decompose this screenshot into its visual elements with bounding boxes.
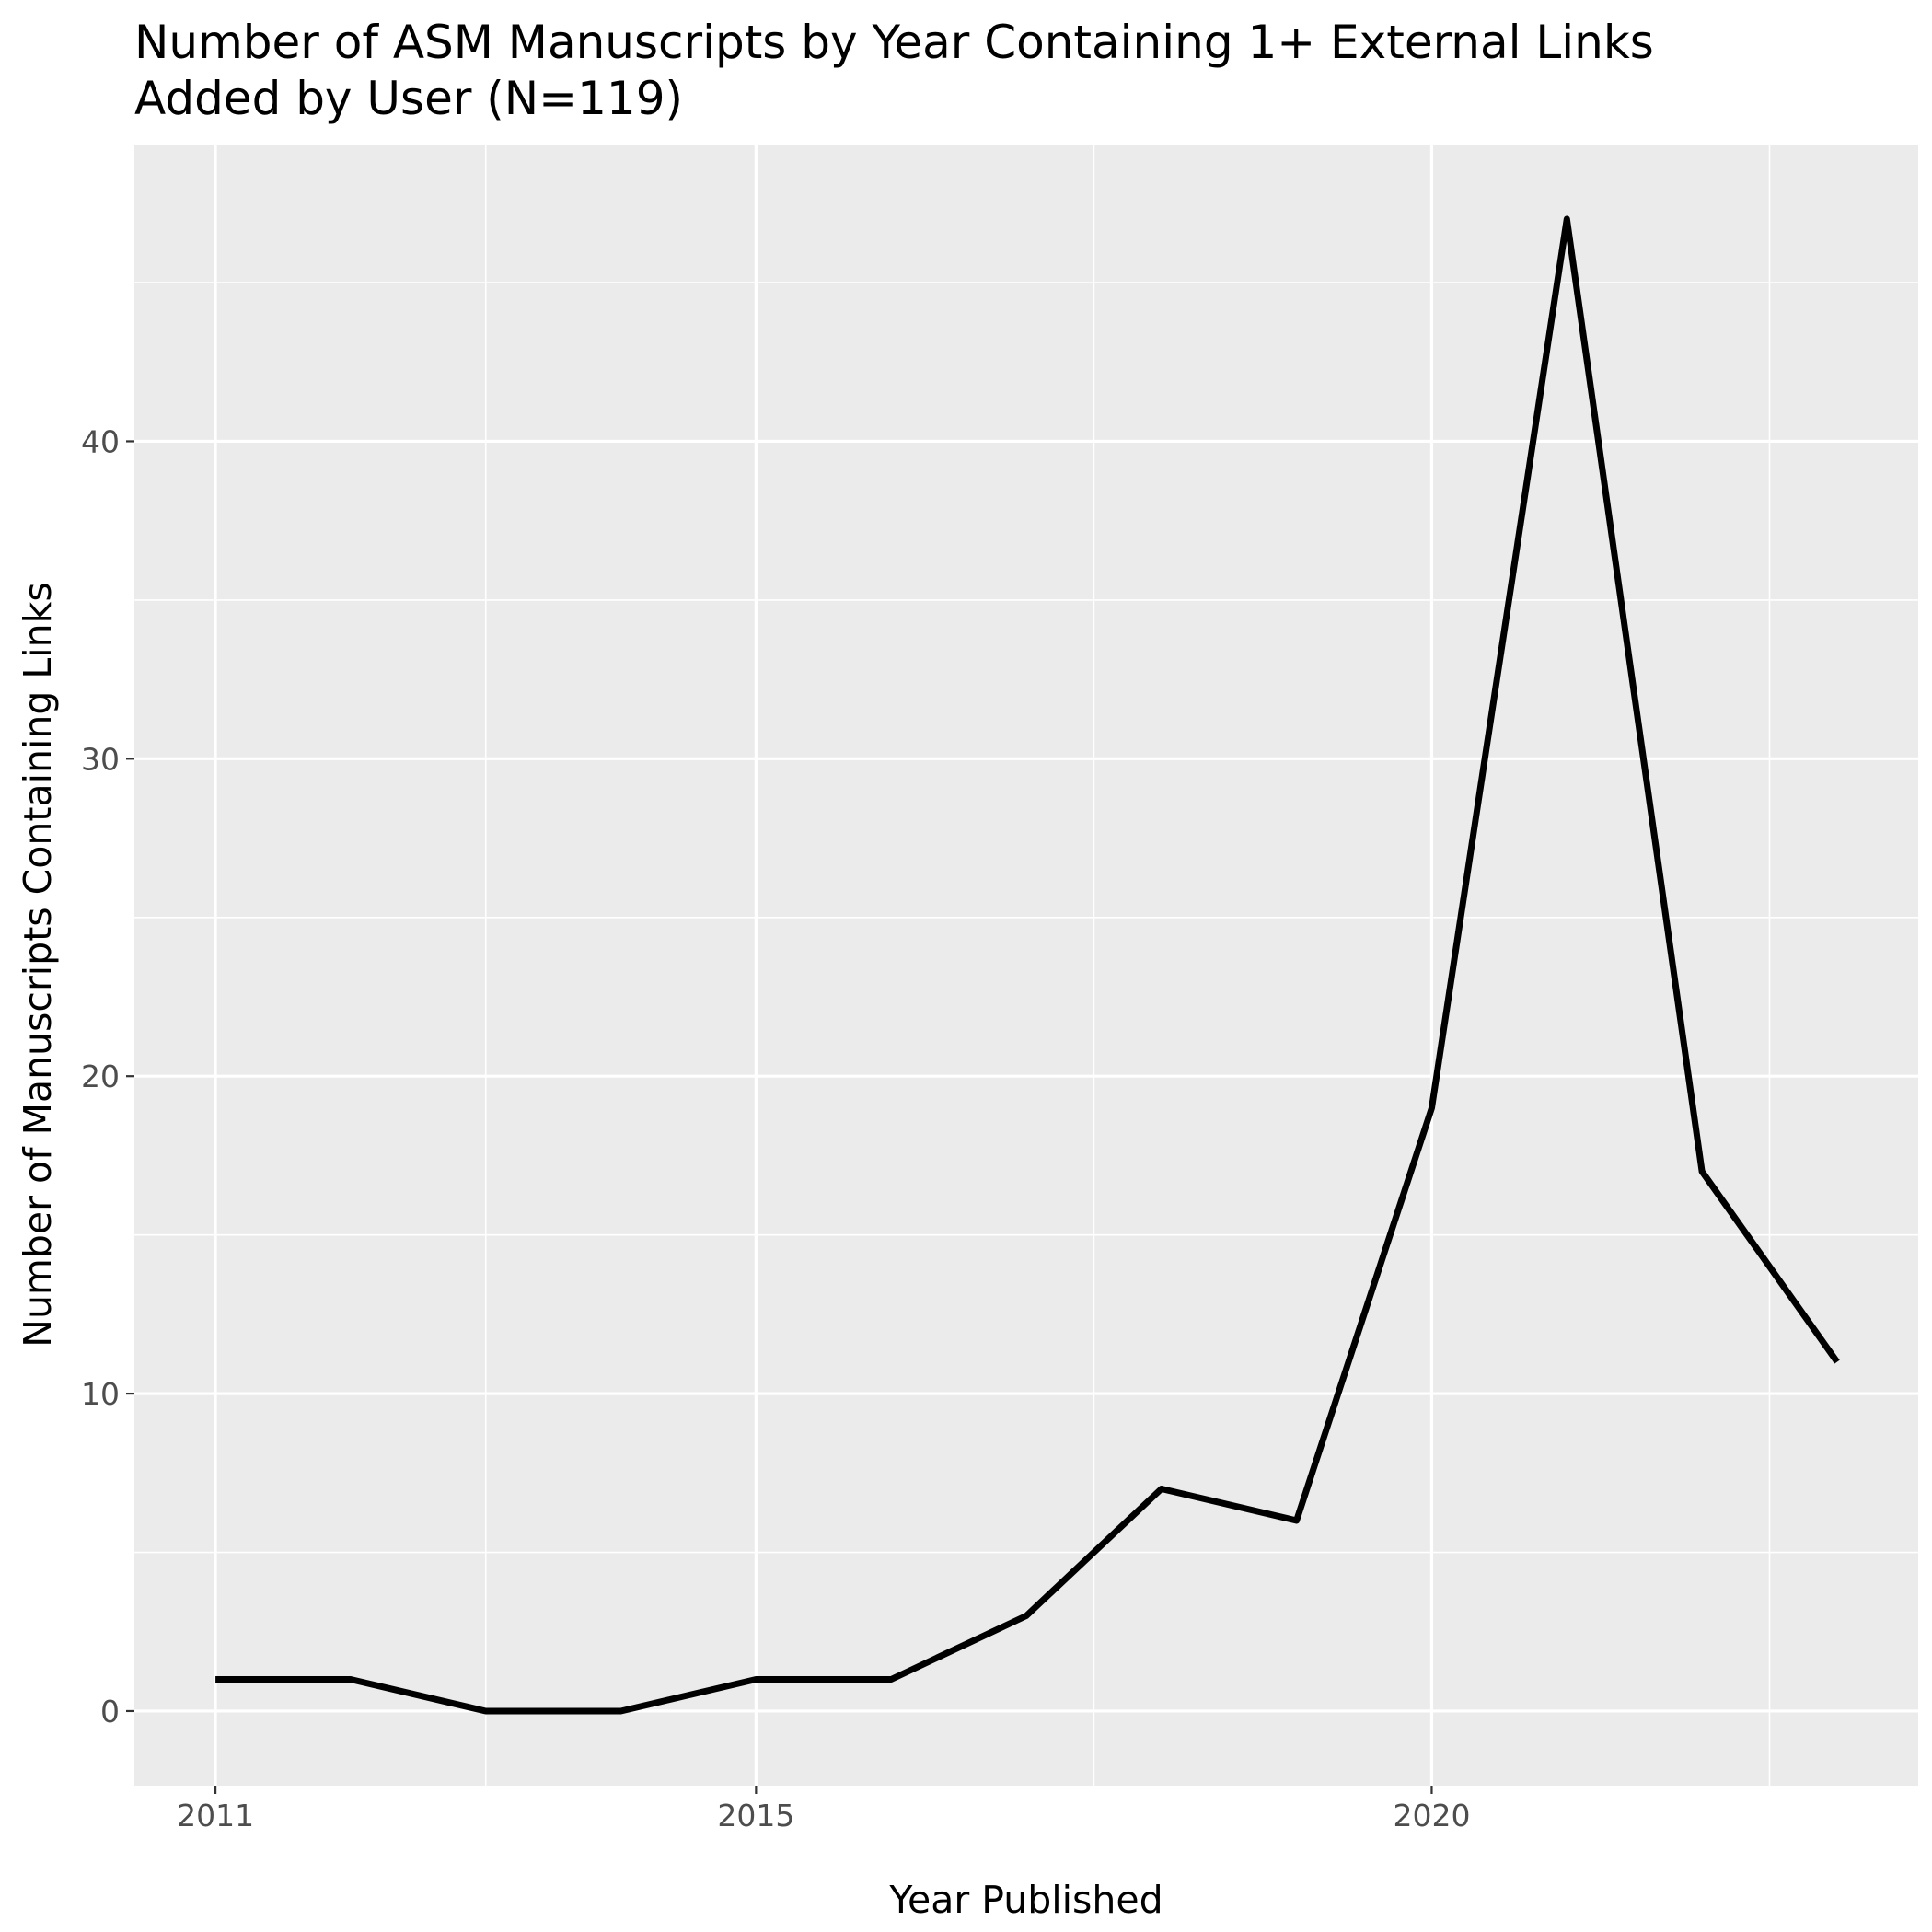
minor-gridlines (134, 145, 1918, 1786)
chart-subtitle: Added by User (N=119) (134, 72, 683, 125)
x-tick-label: 2011 (177, 1798, 254, 1834)
x-tick-label: 2015 (717, 1798, 794, 1834)
y-tick-label: 10 (81, 1376, 120, 1412)
x-tick-label: 2020 (1393, 1798, 1470, 1834)
major-gridlines (134, 145, 1918, 1786)
y-tick-label: 30 (81, 741, 120, 777)
y-axis-title: Number of Manuscripts Containing Links (16, 582, 60, 1347)
plot-panel (134, 145, 1918, 1786)
axis-tick-marks (126, 440, 1433, 1794)
y-tick-label: 20 (81, 1059, 120, 1094)
chart-title: Number of ASM Manuscripts by Year Contai… (134, 16, 1654, 69)
x-axis-title: Year Published (888, 1878, 1163, 1922)
series-layer (215, 215, 1840, 1715)
axis-tick-labels: 2011 2015 2020 0 10 20 30 40 (81, 423, 1470, 1834)
y-tick-label: 40 (81, 423, 120, 459)
y-tick-label: 0 (100, 1694, 120, 1730)
